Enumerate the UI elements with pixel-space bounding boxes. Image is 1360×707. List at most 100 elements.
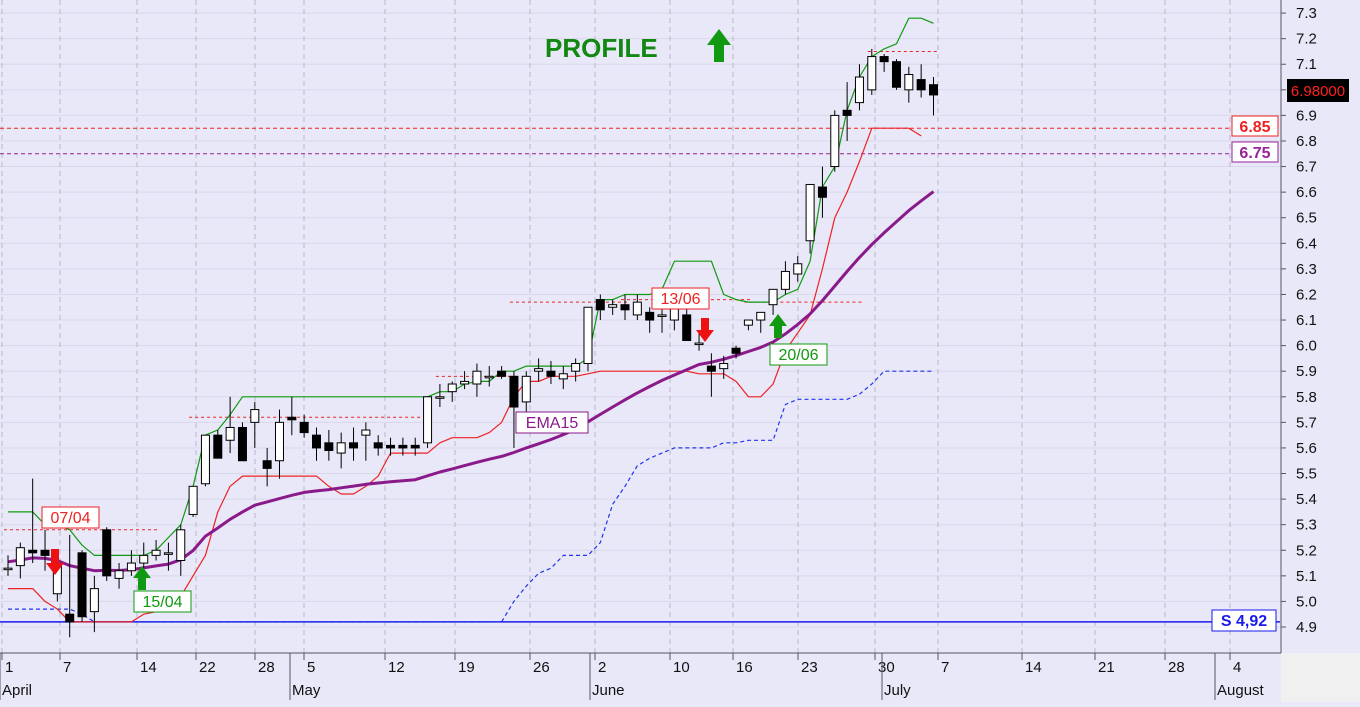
x-tick-label: 22 — [199, 659, 216, 676]
candle — [386, 437, 396, 456]
candle — [571, 358, 581, 382]
candle — [151, 540, 161, 561]
candle-body — [768, 288, 778, 306]
y-tick-label: 5.9 — [1296, 363, 1317, 380]
candle-body — [842, 109, 852, 116]
candle-body — [336, 442, 346, 454]
x-axis: 1 7 14 22 28 5 12 19 26 2 10 16 23 30 7 14 21 28 4 April May… — [0, 653, 1265, 700]
candle — [534, 358, 544, 382]
candle — [361, 422, 371, 461]
candle-body — [521, 375, 531, 403]
candle — [460, 371, 470, 390]
y-tick-label: 5.6 — [1296, 440, 1317, 457]
candle-body — [534, 368, 544, 372]
y-tick-label: 5.4 — [1296, 491, 1317, 508]
candle-body — [706, 365, 716, 372]
candle — [349, 427, 359, 461]
annotation-0704: 07/04 — [41, 506, 100, 529]
level-label-675: 6.75 — [1231, 141, 1279, 163]
candle — [731, 345, 741, 359]
candle — [632, 294, 642, 321]
y-axis: 4.9 5.0 5.1 5.2 5.3 5.4 5.5 5.6 5.7 5.8 5.9 6.0 6.1 6… — [1281, 5, 1317, 636]
candle-body — [904, 73, 914, 91]
candle — [497, 366, 507, 379]
candle-body — [460, 380, 470, 385]
candle — [28, 478, 38, 564]
candle-body — [583, 306, 593, 365]
candle-body — [497, 370, 507, 377]
up-arrow-icon — [707, 29, 731, 62]
candle-body — [349, 442, 359, 449]
candle-body — [274, 421, 284, 462]
annotation-label: 15/04 — [142, 594, 182, 611]
candle-body — [373, 442, 383, 449]
candle — [546, 360, 556, 384]
candle-body — [361, 429, 371, 436]
candle-body — [830, 114, 840, 168]
candle — [608, 299, 618, 315]
candle — [373, 435, 383, 456]
candle — [262, 447, 272, 487]
x-tick-label: 26 — [533, 659, 550, 676]
candle-body — [929, 84, 938, 96]
candle — [472, 363, 482, 397]
candle-body — [28, 549, 38, 554]
candle — [65, 534, 75, 638]
month-label: April — [2, 682, 32, 699]
candle — [583, 306, 593, 372]
candle — [423, 396, 433, 448]
candle — [188, 485, 198, 518]
x-tick-label: 30 — [878, 659, 895, 676]
y-tick-label: 5.0 — [1296, 593, 1317, 610]
x-tick-label: 19 — [458, 659, 475, 676]
trailing-stop-line — [8, 370, 934, 623]
candle-body — [632, 301, 642, 316]
candle-body — [558, 373, 568, 380]
y-tick-label: 7.1 — [1296, 56, 1317, 73]
candle-body — [65, 613, 75, 623]
candle — [805, 183, 815, 254]
candle — [287, 396, 297, 436]
candle-body — [484, 375, 494, 379]
x-tick-label: 10 — [673, 659, 690, 676]
candle — [694, 332, 704, 351]
candle-body — [731, 347, 741, 354]
y-tick-label: 6.2 — [1296, 286, 1317, 303]
candle — [929, 77, 938, 116]
candle — [435, 383, 445, 408]
y-tick-label: 6.0 — [1296, 338, 1317, 355]
candlestick-series — [3, 48, 938, 638]
month-label: June — [592, 682, 625, 699]
candle-body — [126, 562, 136, 572]
candle-body — [595, 299, 605, 311]
candle-body — [756, 311, 766, 321]
level-value: 6.75 — [1239, 145, 1270, 162]
candle-body — [682, 314, 692, 342]
x-tick-label: 14 — [1025, 659, 1042, 676]
candle-body — [250, 409, 260, 423]
candle — [410, 437, 420, 456]
y-axis-panel — [1281, 0, 1360, 653]
candle-body — [891, 61, 901, 88]
candle-body — [423, 396, 433, 444]
y-tick-label: 6.3 — [1296, 261, 1317, 278]
candle-body — [3, 567, 13, 571]
candle — [237, 422, 247, 462]
y-tick-label: 5.2 — [1296, 542, 1317, 559]
x-tick-label: 12 — [388, 659, 405, 676]
candle-body — [287, 416, 297, 421]
candle-body — [694, 342, 704, 346]
candle-body — [299, 421, 309, 434]
candle-body — [867, 56, 877, 91]
y-tick-label: 5.8 — [1296, 389, 1317, 406]
candle — [114, 563, 124, 589]
candle-body — [398, 444, 408, 449]
y-tick-label: 6.6 — [1296, 184, 1317, 201]
candle — [102, 527, 112, 581]
candle-body — [719, 363, 729, 370]
candle — [250, 401, 260, 448]
y-tick-label: 6.9 — [1296, 107, 1317, 124]
upper-band-line — [8, 17, 934, 557]
candle-body — [817, 186, 827, 198]
candle — [682, 304, 692, 342]
